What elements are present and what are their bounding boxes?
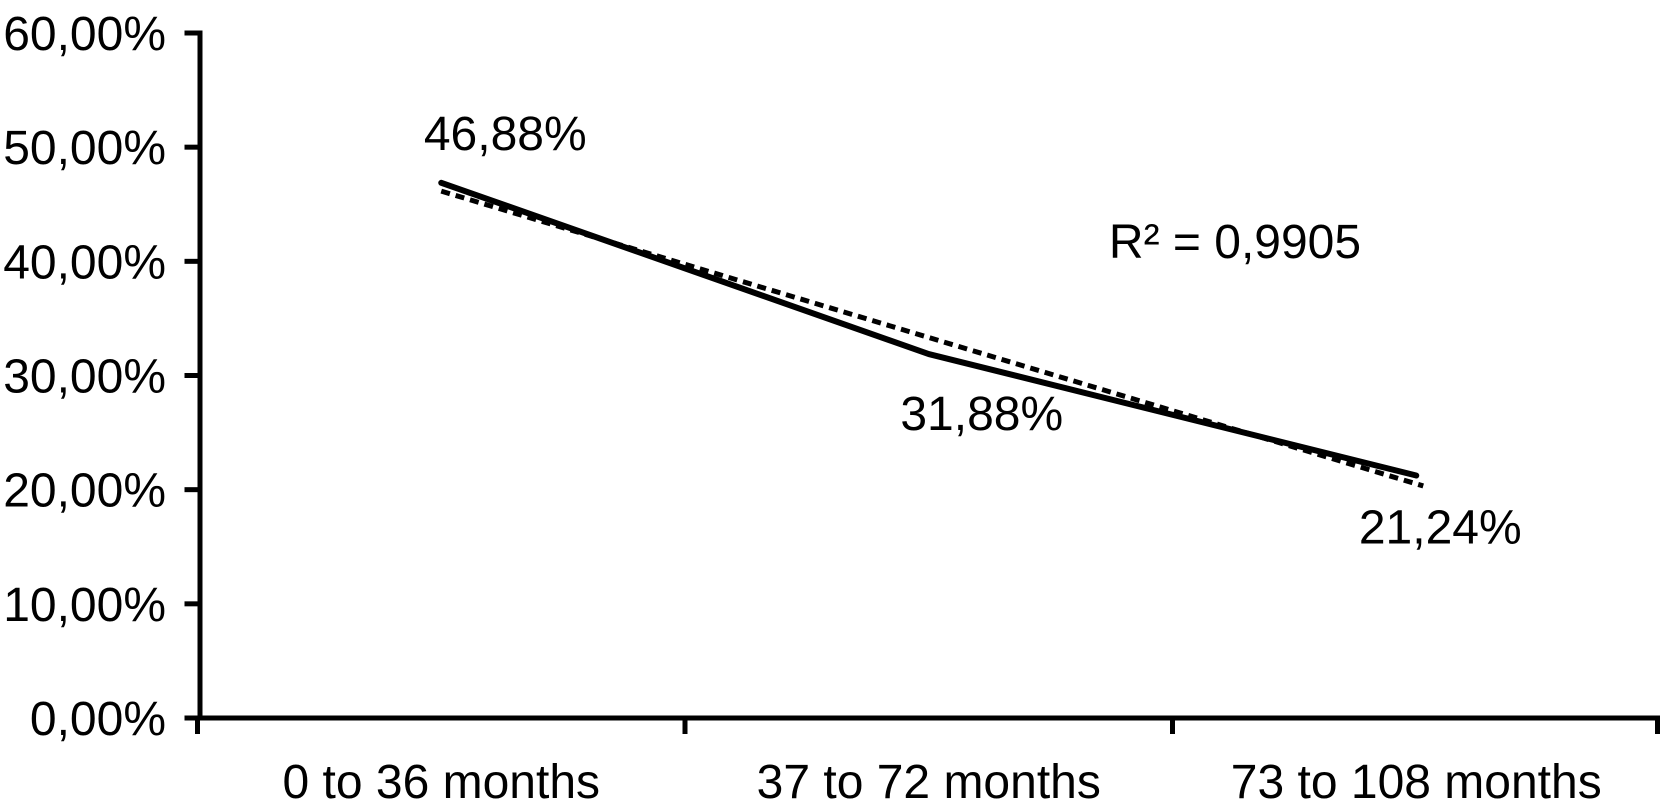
y-axis: 0,00% 10,00% 20,00% 30,00% 40,00% 50,00% 60,00… [3, 8, 203, 746]
y-tick-label: 0,00% [30, 693, 166, 746]
x-axis: 0 to 36 months 37 to 72 months 73 to 108 m… [195, 715, 1660, 809]
y-tick-label: 50,00% [3, 122, 166, 175]
y-tick-label: 40,00% [3, 236, 166, 289]
y-tick-label: 60,00% [3, 8, 166, 61]
x-category-label: 37 to 72 months [757, 756, 1101, 809]
trendline-dashed [440, 188, 1424, 489]
point-label: 21,24% [1359, 502, 1522, 555]
series-lines [438, 179, 1424, 489]
x-category-label: 0 to 36 months [282, 756, 600, 809]
y-tick-label: 20,00% [3, 465, 166, 518]
y-tick-label: 30,00% [3, 351, 166, 404]
point-label: 31,88% [900, 388, 1063, 441]
r-squared-annotation: R² = 0,9905 [1109, 216, 1361, 269]
point-label: 46,88% [424, 108, 587, 161]
data-labels: 46,88% 31,88% 21,24% [424, 108, 1522, 555]
x-category-label: 73 to 108 months [1231, 756, 1602, 809]
y-tick-label: 10,00% [3, 579, 166, 632]
